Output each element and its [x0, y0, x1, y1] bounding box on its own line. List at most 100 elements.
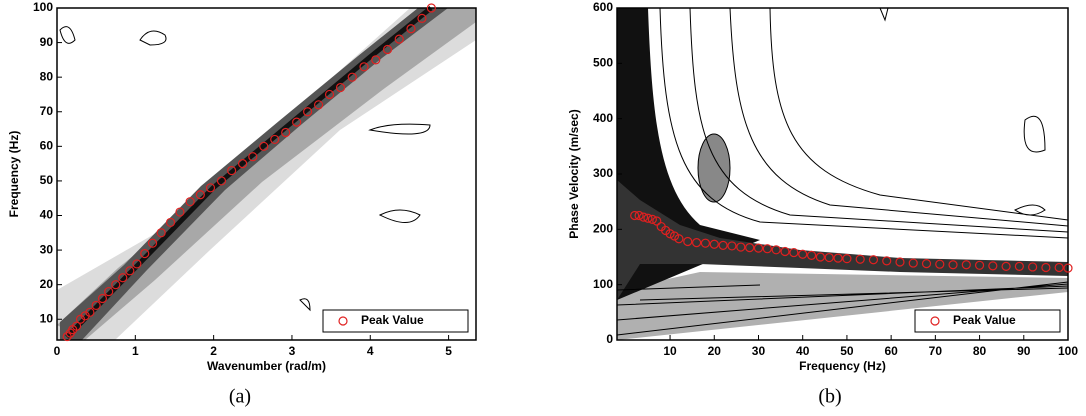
- caption: (a): [229, 386, 251, 408]
- peak-point: [216, 176, 227, 186]
- x-tick-label: 90: [1017, 344, 1031, 358]
- peak-point: [227, 165, 237, 176]
- peak-point: [824, 252, 834, 263]
- legend-box: [914, 309, 1061, 333]
- peak-point: [895, 257, 905, 267]
- peak-point: [727, 241, 737, 251]
- peak-point: [132, 259, 142, 269]
- peak-point: [771, 245, 781, 255]
- x-tick-label: 5: [445, 344, 452, 358]
- peak-point: [1054, 262, 1064, 273]
- y-tick-label: 60: [40, 139, 54, 153]
- peak-point: [806, 250, 817, 260]
- y-tick-label: 100: [593, 277, 613, 291]
- peak-point: [165, 217, 176, 228]
- peak-point: [842, 254, 852, 264]
- y-tick-label: 400: [593, 111, 613, 125]
- peak-point: [175, 207, 185, 217]
- x-tick-label: 0: [54, 344, 61, 358]
- peak-point: [347, 72, 357, 82]
- contour-b: [616, 7, 1069, 340]
- peak-point: [85, 307, 95, 317]
- x-axis-label: Frequency (Hz): [799, 359, 886, 373]
- x-tick-label: 40: [796, 344, 810, 358]
- peak-point: [882, 256, 892, 266]
- peak-point: [745, 242, 755, 253]
- peak-point: [815, 252, 825, 262]
- peak-point: [292, 117, 302, 127]
- peak-point: [147, 238, 158, 248]
- peak-point: [665, 229, 675, 239]
- y-tick-label: 0: [606, 332, 613, 346]
- peak-point: [736, 242, 746, 252]
- peak-point: [700, 238, 711, 248]
- peak-point: [718, 240, 728, 250]
- peak-point: [104, 286, 114, 297]
- peak-point: [643, 213, 653, 223]
- peak-point: [270, 134, 280, 145]
- peak-point: [921, 259, 932, 269]
- y-tick-label: 500: [593, 56, 613, 70]
- peak-point: [259, 141, 269, 151]
- peak-point: [674, 234, 684, 244]
- peak-point: [798, 249, 808, 259]
- peak-point: [647, 214, 657, 224]
- peak-point: [855, 254, 865, 264]
- legend-label: Peak Value: [953, 313, 1016, 327]
- peak-point: [195, 190, 205, 200]
- y-axis-label: Frequency (Hz): [7, 131, 21, 218]
- y-tick-label: 50: [40, 173, 54, 187]
- contour-a: [57, 6, 476, 340]
- y-tick-label: 40: [40, 208, 54, 222]
- plot-frame: [56, 7, 477, 341]
- peak-point: [118, 273, 128, 283]
- y-tick-label: 300: [593, 166, 613, 180]
- peak-point: [762, 244, 772, 254]
- y-tick-label: 80: [40, 69, 54, 83]
- peak-point: [156, 228, 166, 238]
- peak-point: [1014, 261, 1024, 272]
- peak-point: [335, 82, 346, 93]
- x-tick-label: 2: [210, 344, 217, 358]
- caption: (b): [818, 386, 841, 408]
- peak-point: [185, 197, 195, 207]
- peak-point: [238, 159, 248, 169]
- peak-point: [1028, 262, 1038, 272]
- y-tick-label: 30: [40, 242, 54, 256]
- legend-box: [322, 309, 469, 333]
- peak-point: [313, 100, 324, 110]
- x-axis-label: Wavenumber (rad/m): [207, 359, 326, 373]
- peak-point: [868, 255, 879, 265]
- peak-point: [652, 216, 662, 226]
- peak-point: [97, 293, 108, 304]
- peak-point: [1041, 262, 1051, 273]
- peak-point: [417, 13, 427, 23]
- peak-point: [205, 183, 216, 193]
- peak-point: [71, 321, 82, 331]
- x-tick-label: 80: [973, 344, 987, 358]
- peak-point: [780, 246, 790, 257]
- peak-point: [1001, 261, 1011, 272]
- peak-point: [426, 3, 436, 13]
- peak-point: [630, 210, 640, 221]
- peak-point: [974, 260, 985, 270]
- peak-point: [948, 260, 958, 270]
- legend-marker: [338, 316, 348, 326]
- x-tick-label: 50: [840, 344, 854, 358]
- peak-point: [125, 266, 135, 276]
- peak-point: [303, 107, 313, 117]
- peak-point: [1063, 263, 1073, 273]
- peak-point: [961, 260, 971, 270]
- x-tick-label: 100: [1058, 344, 1078, 358]
- peak-point: [908, 258, 918, 268]
- peak-point: [359, 62, 369, 72]
- peak-point: [709, 239, 719, 249]
- peak-point: [634, 210, 644, 221]
- peak-point: [683, 236, 693, 247]
- x-tick-label: 70: [929, 344, 943, 358]
- peak-point: [281, 127, 291, 138]
- x-tick-label: 60: [884, 344, 898, 358]
- peak-point: [935, 259, 945, 269]
- y-tick-label: 20: [40, 277, 54, 291]
